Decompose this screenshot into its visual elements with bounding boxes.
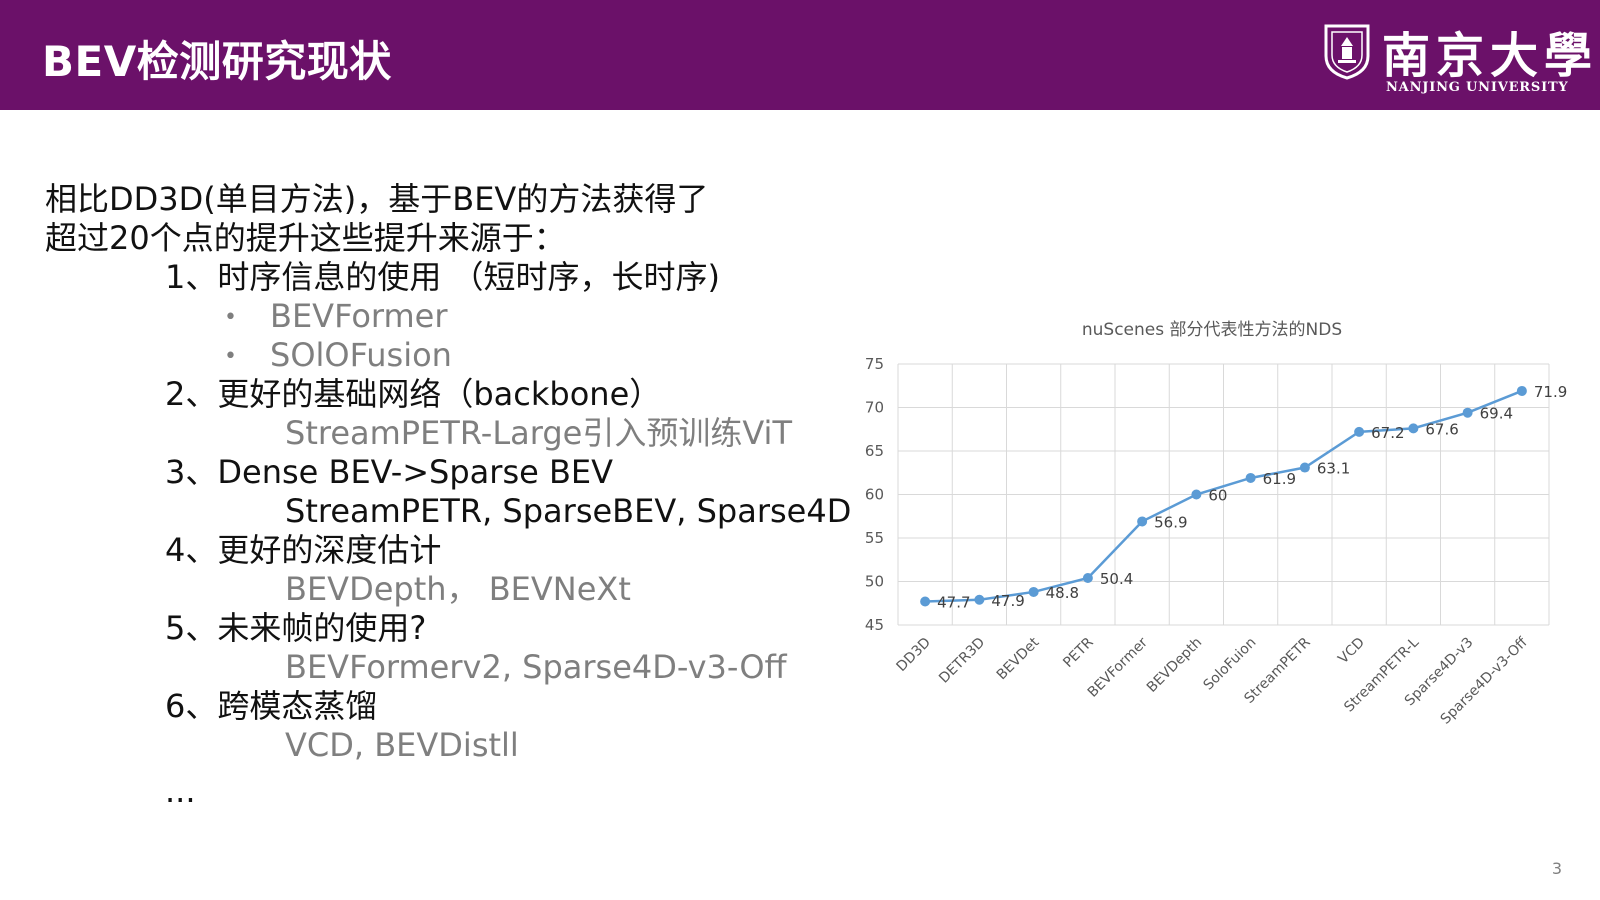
- data-label: 47.9: [991, 592, 1024, 610]
- x-tick-label: Sparse4D-v3: [1402, 635, 1477, 710]
- y-tick-label: 65: [865, 442, 884, 460]
- item-4-heading: 4、更好的深度估计: [165, 531, 442, 569]
- data-point: [1408, 423, 1419, 434]
- item-5-heading: 5、未来帧的使用?: [165, 609, 427, 647]
- item-3-heading: 3、Dense BEV->Sparse BEV: [165, 453, 614, 491]
- item-3-detail: StreamPETR, SparseBEV, Sparse4D: [285, 492, 852, 530]
- item-2-detail: StreamPETR-Large引入预训练ViT: [285, 414, 792, 452]
- data-label: 60: [1208, 487, 1227, 505]
- y-tick-label: 60: [865, 486, 884, 504]
- data-label: 63.1: [1317, 460, 1350, 478]
- item-2-heading: 2、更好的基础网络（backbone）: [165, 375, 662, 413]
- chart-title: nuScenes 部分代表性方法的NDS: [1082, 320, 1342, 340]
- data-point: [1299, 462, 1310, 473]
- y-tick-label: 55: [865, 529, 884, 547]
- data-label: 48.8: [1046, 584, 1079, 602]
- item-5-detail: BEVFormerv2, Sparse4D-v3-Off: [285, 648, 787, 686]
- logo-english-text: NANJING UNIVERSITY: [1386, 80, 1569, 95]
- x-tick-label: BEVDepth: [1144, 635, 1205, 696]
- y-tick-label: 45: [865, 616, 884, 634]
- series-line: [925, 389, 1523, 603]
- data-label: 56.9: [1154, 513, 1187, 531]
- bullet-solofusion: SOlOFusion: [270, 336, 452, 374]
- x-tick-label: PETR: [1060, 634, 1097, 671]
- bullet-dot: •: [224, 305, 237, 330]
- y-tick-label: 75: [865, 355, 884, 373]
- intro-line-2: 超过20个点的提升这些提升来源于：: [45, 219, 566, 257]
- logo-chinese-text: 南京大學: [1382, 28, 1599, 84]
- intro-line-1: 相比DD3D(单目方法)，基于BEV的方法获得了: [45, 180, 709, 218]
- item-4-detail: BEVDepth， BEVNeXt: [285, 570, 631, 608]
- chart-data-labels: 47.7 47.9 48.8 50.4 56.9 60 61.9 63.1 67.2 67.6 69…: [937, 383, 1567, 612]
- y-tick-label: 70: [865, 399, 884, 417]
- x-tick-label: StreamPETR-L: [1341, 634, 1422, 715]
- chart-points: [920, 385, 1527, 607]
- x-tick-label: VCD: [1335, 635, 1368, 668]
- x-tick-label: DETR3D: [936, 635, 988, 687]
- data-label: 69.4: [1480, 405, 1513, 423]
- chart-x-axis: DD3D DETR3D BEVDet PETRBEVFormerBEVDepthSol…: [893, 634, 1530, 727]
- seal-icon: [1324, 24, 1370, 80]
- bullet-bevformer: BEVFormer: [270, 297, 448, 335]
- data-point: [920, 596, 931, 607]
- x-tick-label: BEVDet: [994, 634, 1043, 683]
- page-number: 3: [1551, 859, 1562, 878]
- data-point: [1354, 426, 1365, 437]
- data-point: [1028, 586, 1039, 597]
- data-label: 47.7: [937, 594, 970, 612]
- header-bar: BEV检测研究现状 南京大學 NANJING UNIVERSITY: [0, 0, 1600, 110]
- university-logo: 南京大學 NANJING UNIVERSITY: [1322, 16, 1592, 96]
- bullet-dot: •: [224, 344, 237, 369]
- x-tick-label: SoloFuion: [1200, 635, 1259, 694]
- data-point: [1516, 385, 1527, 396]
- data-label: 67.2: [1371, 424, 1404, 442]
- data-point: [1191, 489, 1202, 500]
- data-point: [1137, 516, 1148, 527]
- y-tick-label: 50: [865, 573, 884, 591]
- chart-grid: [897, 363, 1550, 626]
- data-point: [1462, 407, 1473, 418]
- data-point: [974, 594, 985, 605]
- data-label: 67.6: [1425, 420, 1458, 438]
- data-point: [1082, 573, 1093, 584]
- ellipsis: ...: [165, 772, 196, 810]
- x-tick-label: BEVFormer: [1085, 634, 1151, 700]
- x-tick-label: DD3D: [893, 635, 933, 675]
- item-6-heading: 6、跨模态蒸馏: [165, 687, 378, 725]
- item-6-detail: VCD, BEVDistll: [285, 726, 519, 764]
- data-point: [1245, 472, 1256, 483]
- chart-y-axis: 45 50 55 60 65 70 75: [865, 355, 884, 634]
- x-tick-label: Sparse4D-v3-Off: [1438, 634, 1531, 727]
- item-1-heading: 1、时序信息的使用 （短时序，长时序): [165, 258, 721, 296]
- page-title: BEV检测研究现状: [42, 37, 392, 86]
- data-label: 61.9: [1263, 470, 1296, 488]
- data-label: 50.4: [1100, 570, 1133, 588]
- data-label: 71.9: [1534, 383, 1567, 401]
- x-tick-label: StreamPETR: [1241, 634, 1313, 706]
